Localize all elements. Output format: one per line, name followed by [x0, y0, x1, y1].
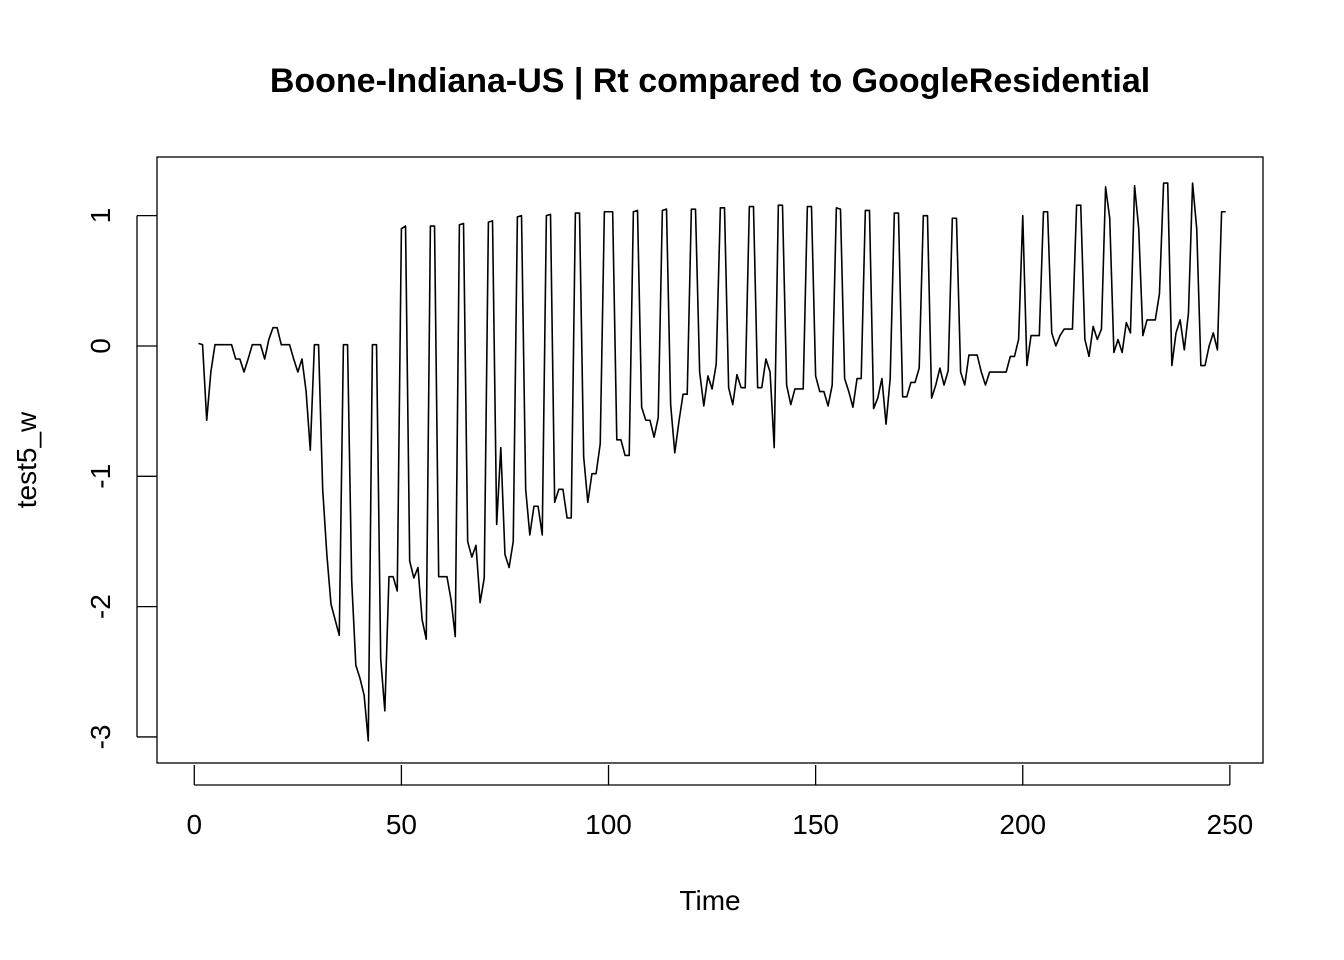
y-tick-label: 1	[85, 208, 116, 224]
y-tick-label: -2	[85, 594, 116, 619]
series-line	[198, 182, 1226, 742]
chart-title: Boone-Indiana-US | Rt compared to Google…	[270, 62, 1150, 100]
x-axis-label: Time	[679, 885, 740, 916]
y-tick-label: 0	[85, 338, 116, 354]
y-axis-label: test5_w	[11, 411, 42, 508]
y-tick-label: -3	[85, 724, 116, 749]
y-tick-label: -1	[85, 464, 116, 489]
plot-frame	[156, 156, 1264, 764]
x-tick-label: 200	[999, 809, 1046, 840]
x-tick-label: 0	[186, 809, 202, 840]
x-tick-label: 100	[585, 809, 632, 840]
x-tick-label: 150	[792, 809, 839, 840]
x-tick-label: 50	[386, 809, 417, 840]
y-axis: -3 -2 -1 0 1	[85, 208, 157, 749]
x-tick-label: 250	[1207, 809, 1254, 840]
x-axis: 0 50 100 150 200 250	[186, 765, 1253, 840]
